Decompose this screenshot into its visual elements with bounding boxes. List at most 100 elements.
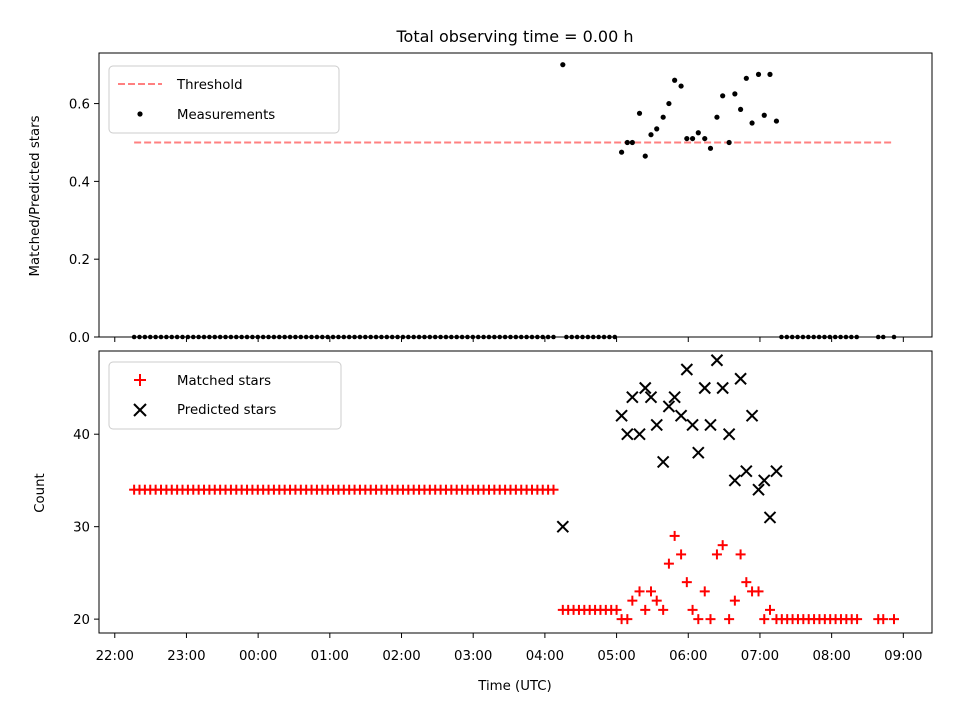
measurement-point [773, 118, 780, 124]
matched-star-point [645, 586, 656, 597]
matched-star-point [658, 604, 669, 615]
x-tick-label: 22:00 [96, 649, 134, 664]
matched-star-point [548, 484, 559, 495]
measurement-point [755, 71, 762, 77]
measurement-point [761, 112, 767, 118]
x-tick-label: 06:00 [669, 649, 707, 664]
predicted-star-point [698, 381, 711, 395]
measurement-point [749, 120, 755, 126]
predicted-star-point [650, 418, 663, 432]
predicted-star-point [722, 428, 736, 441]
x-tick-label: 08:00 [812, 649, 850, 664]
predicted-star-point [758, 474, 771, 487]
counts-legend: Matched stars Predicted stars [108, 361, 342, 430]
matched-star-point [693, 614, 704, 625]
counts-legend-box [108, 361, 342, 430]
measurement-point [666, 100, 672, 107]
measurements-legend-label: Measurements [177, 108, 275, 123]
measurement-point [636, 110, 643, 116]
predicted-star-point [763, 511, 777, 524]
ratio-panel-frame [98, 52, 933, 338]
matched-star-point [681, 577, 692, 588]
predicted-star-point [680, 363, 694, 376]
predicted-star-point [644, 391, 658, 404]
matched-star-point [753, 586, 764, 597]
predicted-star-point [633, 428, 646, 441]
matched-star-point [724, 614, 735, 625]
predicted-star-point [626, 391, 639, 404]
matched-star-point [729, 595, 740, 606]
matched-star-point [741, 577, 752, 588]
measurement-point [654, 126, 660, 132]
predicted-star-point [639, 381, 652, 395]
matched-star-point [759, 614, 770, 625]
measurement-point [767, 71, 773, 77]
matched-star-point [634, 586, 645, 597]
x-tick-label: 02:00 [382, 649, 420, 664]
measurement-point [684, 135, 690, 142]
ratio-panel: 0.0 0.2 0.4 0.6 Matched/Predicted stars Thr… [28, 52, 933, 346]
measurement-point [720, 93, 726, 99]
matched-star-point [735, 549, 746, 560]
x-tick-label: 23:00 [167, 649, 205, 664]
counts-panel-ylabel: Count [33, 473, 48, 513]
measurement-point [714, 114, 720, 120]
predicted-star-point [716, 381, 729, 395]
measurement-point [678, 83, 684, 89]
ratio-legend: Threshold Measurements [108, 65, 340, 134]
predicted-star-point [656, 455, 670, 469]
ratio-y-tick-label: 0.2 [69, 253, 90, 268]
threshold-legend-label: Threshold [176, 78, 243, 93]
matched-star-point [676, 549, 687, 560]
measurement-point [648, 132, 654, 138]
predicted-star-point [615, 409, 628, 422]
measurements-legend-swatch [137, 111, 143, 117]
predicted-star-point [621, 428, 634, 441]
matched-star-point [878, 614, 889, 625]
counts-panel-frame [98, 350, 933, 634]
matched-star-point [651, 595, 662, 606]
measurement-point [642, 153, 648, 159]
matched-star-point [611, 604, 622, 615]
matched-star-point [622, 614, 633, 625]
matched-star-point [640, 604, 651, 615]
predicted-star-point [662, 400, 676, 413]
predicted-star-point [752, 483, 765, 496]
matched-star-point [699, 586, 710, 597]
ratio-legend-box [108, 65, 340, 134]
predicted-star-point [704, 418, 717, 432]
predicted-legend-swatch [133, 403, 147, 417]
predicted-star-point [556, 520, 570, 533]
chart-title: Total observing time = 0.00 h [395, 27, 633, 46]
measurement-point [737, 106, 744, 113]
counts-panel: 20 30 40 22:00 23:00 00:00 01:00 02:00 03:00 04:… [33, 350, 933, 664]
predicted-legend-label: Predicted stars [177, 403, 276, 418]
measurement-point [689, 135, 696, 142]
counts-y-tick-label: 40 [73, 428, 90, 443]
measurement-point [743, 75, 749, 81]
matched-star-point [705, 614, 716, 625]
matched-legend-swatch [134, 374, 146, 386]
ratio-y-tick-label: 0.0 [69, 331, 90, 346]
measurement-point [629, 139, 635, 146]
matched-star-point [711, 549, 722, 560]
matched-star-point [764, 604, 775, 615]
counts-y-tick-label: 30 [73, 521, 90, 536]
predicted-star-point [740, 464, 753, 478]
measurement-point [732, 91, 738, 97]
predicted-star-point [770, 464, 783, 478]
matched-star-point [852, 614, 863, 625]
x-tick-label: 07:00 [741, 649, 779, 664]
measurement-point [707, 145, 714, 151]
predicted-star-point [745, 409, 759, 422]
ratio-y-tick-label: 0.4 [69, 175, 90, 190]
predicted-star-point [686, 418, 699, 432]
predicted-star-point [692, 446, 705, 459]
x-tick-label: 01:00 [311, 649, 349, 664]
predicted-star-point [710, 354, 724, 367]
measurement-point [672, 77, 678, 83]
x-tick-label: 00:00 [239, 649, 277, 664]
matched-star-point [663, 558, 674, 569]
measurement-point [726, 139, 732, 146]
